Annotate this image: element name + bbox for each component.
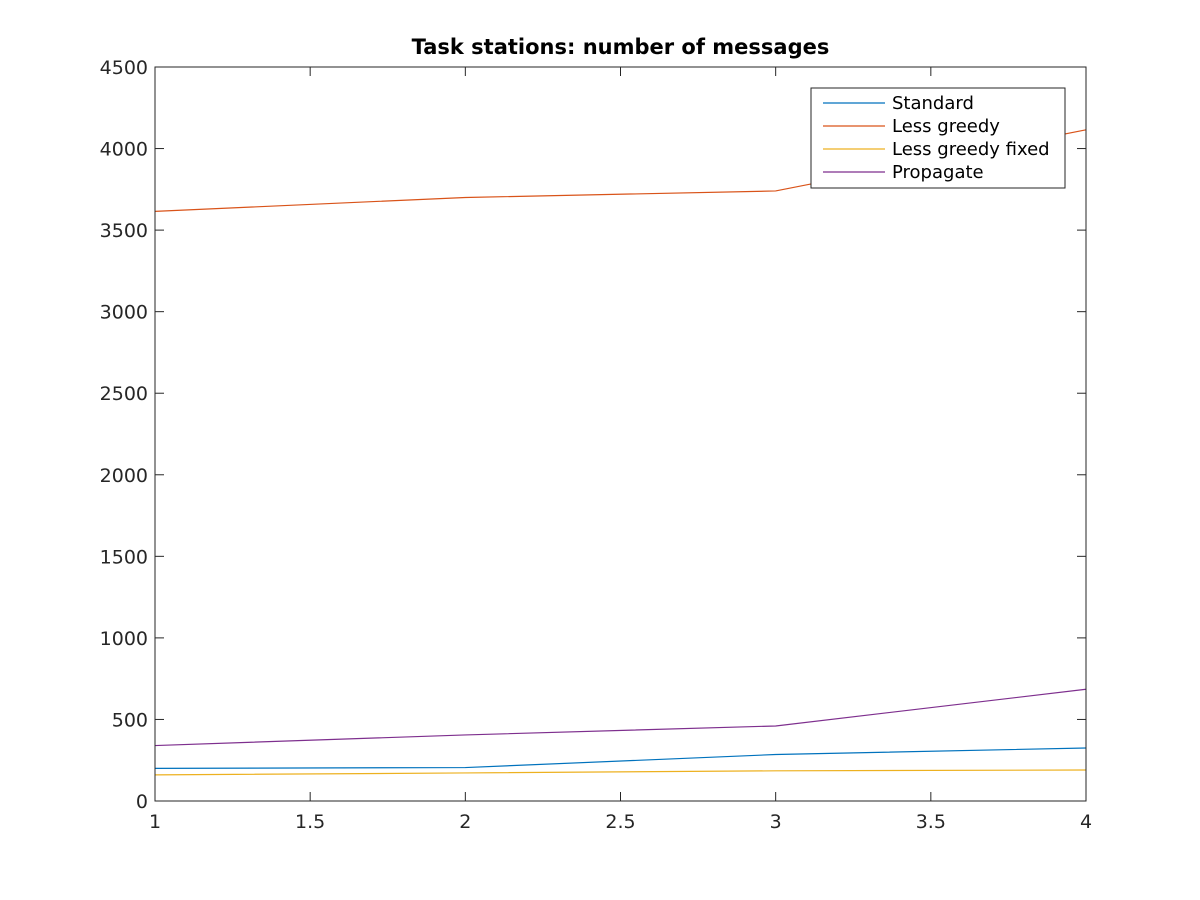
x-tick-label: 3.5 (916, 811, 946, 833)
y-tick-label: 2500 (100, 383, 148, 405)
legend-box (810, 87, 1066, 189)
legend-label: Standard (892, 93, 974, 114)
series-line-4 (154, 688, 1087, 747)
legend-label: Propagate (892, 162, 984, 183)
series-line-3 (154, 769, 1087, 776)
y-tick-label: 1500 (100, 546, 148, 568)
y-tick-label: 4500 (100, 57, 148, 79)
legend-label: Less greedy fixed (892, 139, 1050, 160)
y-tick-label: 3500 (100, 220, 148, 242)
series-line-1 (154, 747, 1087, 769)
x-tick-label: 2 (459, 811, 471, 833)
x-tick-label: 2.5 (605, 811, 635, 833)
x-tick-label: 3 (770, 811, 782, 833)
series-layer (154, 129, 1087, 776)
legend-label: Less greedy (892, 116, 1000, 137)
x-tick-label: 1.5 (295, 811, 325, 833)
chart-title: Task stations: number of messages (412, 35, 830, 59)
x-tick-label: 4 (1080, 811, 1092, 833)
y-tick-label: 1000 (100, 628, 148, 650)
axes-layer: 1 1.5 2 2.5 3 3.5 4 0 500 1000 1500 2000 2500 3000 350… (100, 57, 1092, 833)
y-tick-label: 2000 (100, 465, 148, 487)
y-tick-label: 500 (112, 709, 148, 731)
x-tick-label: 1 (149, 811, 161, 833)
y-tick-label: 0 (136, 791, 148, 813)
y-tick-label: 4000 (100, 139, 148, 161)
plot-area (155, 67, 1086, 801)
y-tick-label: 3000 (100, 302, 148, 324)
